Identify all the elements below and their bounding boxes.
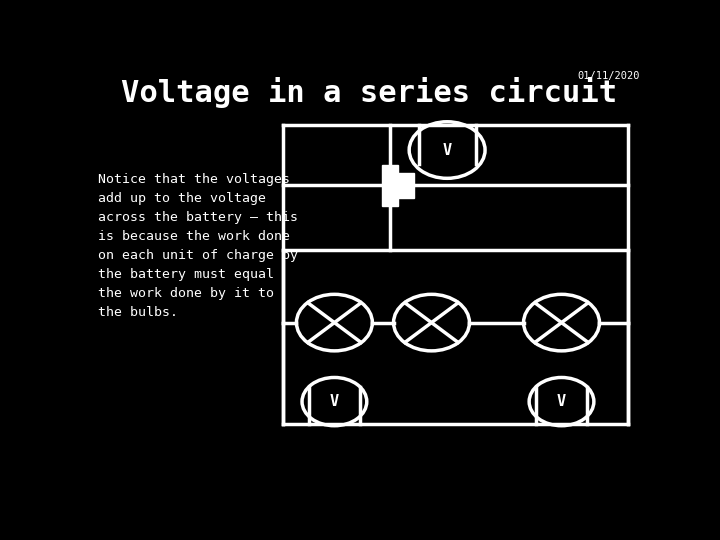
Text: V: V [330,394,339,409]
Text: 01/11/2020: 01/11/2020 [577,71,639,81]
Text: V: V [557,394,566,409]
Bar [398,173,414,198]
Text: Voltage in a series circuit: Voltage in a series circuit [121,77,617,109]
Text: V: V [443,143,451,158]
Bar [382,165,398,206]
Text: Notice that the voltages
add up to the voltage
across the battery – this
is beca: Notice that the voltages add up to the v… [99,173,298,319]
